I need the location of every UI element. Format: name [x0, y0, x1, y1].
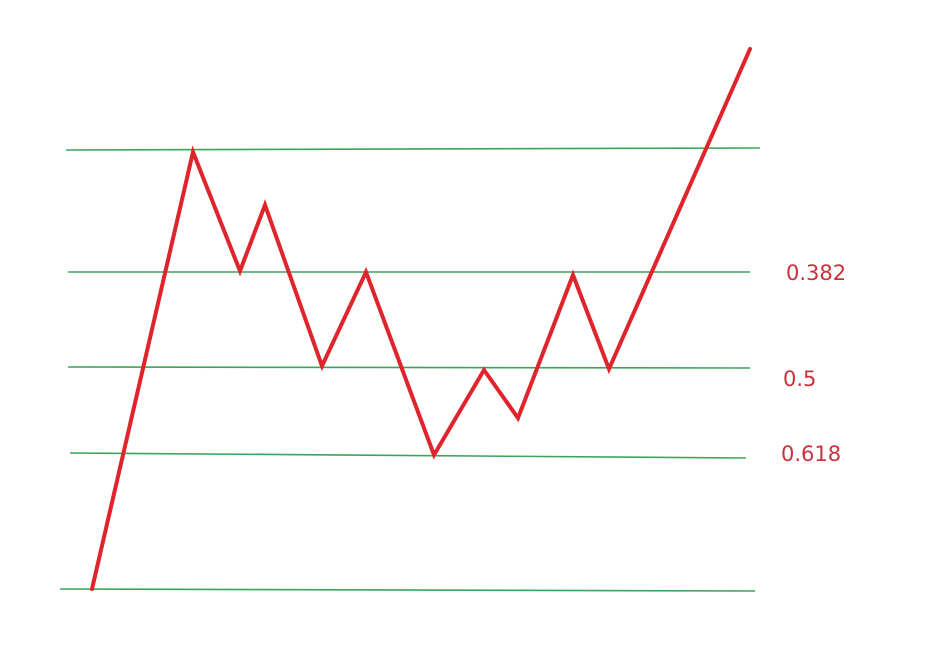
level-line-top	[65, 147, 761, 151]
level-label-0-5: 0.5	[783, 367, 816, 391]
level-line-fib-0-618	[69, 452, 747, 459]
level-label-0-382: 0.382	[786, 261, 846, 285]
level-line-bottom	[59, 588, 756, 592]
price-path	[90, 47, 752, 591]
level-label-0-618: 0.618	[781, 442, 841, 466]
level-labels: 0.382 0.5 0.618	[781, 261, 846, 466]
retracement-levels	[59, 147, 761, 592]
level-line-fib-0-5	[67, 366, 751, 369]
